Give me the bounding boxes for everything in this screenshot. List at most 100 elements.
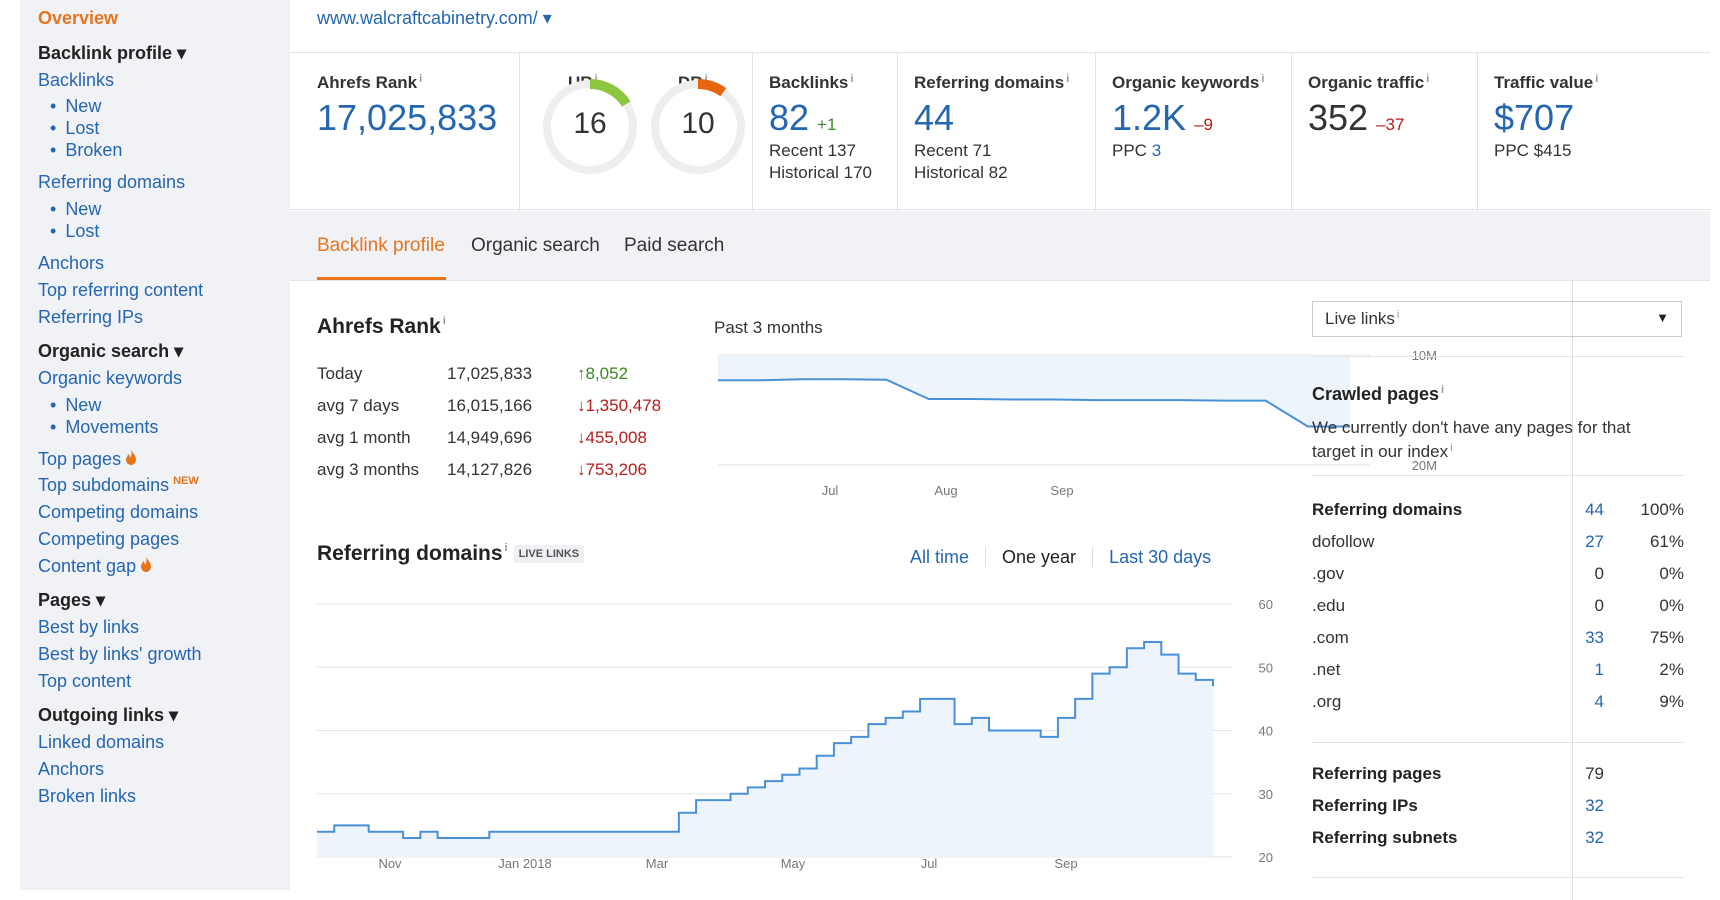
fire-icon [125, 449, 137, 470]
stat-ahrefs-rank-value[interactable]: 17,025,833 [317, 97, 498, 138]
stat-ppc-value[interactable]: 3 [1151, 141, 1162, 160]
range-all-time[interactable]: All time [910, 547, 970, 567]
nav-backlinks-lost[interactable]: Lost [50, 118, 99, 139]
stat-organic-keywords-delta: –9 [1194, 115, 1213, 134]
stat-ur-dr: UR i 16 DR i 10 [520, 53, 753, 211]
ref-row-value[interactable]: 33 [1585, 628, 1604, 647]
nav-linked-domains[interactable]: Linked domains [38, 732, 165, 752]
info-icon[interactable]: i [504, 542, 508, 554]
info-icon[interactable]: i [1426, 73, 1430, 85]
nav-anchors-outgoing[interactable]: Anchors [38, 759, 105, 779]
nav-backlinks[interactable]: Backlinks [38, 70, 115, 90]
nav-organic-keywords[interactable]: Organic keywords [38, 368, 183, 388]
nav-top-pages-label: Top pages [38, 449, 122, 469]
ref-row-value[interactable]: 27 [1585, 532, 1604, 551]
info-icon[interactable]: i [1441, 384, 1445, 396]
nav-content-gap[interactable]: Content gap [38, 556, 152, 577]
ref-row-percent: 75% [1649, 628, 1684, 647]
fire-icon [140, 556, 152, 577]
stat-organic-keywords-value[interactable]: 1.2K [1112, 97, 1187, 138]
stat-traffic-value-value[interactable]: $707 [1494, 97, 1575, 138]
tab-paid-search[interactable]: Paid search [624, 235, 725, 256]
target-url-selector[interactable]: www.walcraftcabinetry.com/ ▾ [317, 8, 552, 28]
x-tick-label: Jul [822, 483, 839, 498]
stat-refdomains-historical: Historical 82 [914, 163, 1008, 182]
stat-refdomains-recent: Recent 71 [914, 141, 992, 160]
nav-backlinks-new[interactable]: New [50, 96, 101, 117]
info-icon[interactable]: i [1261, 73, 1265, 85]
stat-backlinks-value[interactable]: 82 [769, 97, 810, 138]
nav-top-pages[interactable]: Top pages [38, 449, 137, 470]
right-panel-divider [1572, 281, 1573, 900]
stat-refdomains-value[interactable]: 44 [914, 97, 955, 138]
nav-top-subdomains[interactable]: Top subdomains NEW [38, 475, 199, 496]
info-icon[interactable]: i [419, 73, 423, 85]
nav-rd-lost[interactable]: Lost [50, 221, 99, 242]
stat-organic-traffic-delta: –37 [1376, 115, 1405, 134]
nav-broken-links[interactable]: Broken links [38, 786, 137, 806]
stat-organic-traffic: Organic traffic i 352 –37 [1292, 53, 1478, 211]
referring-domains-title: Referring domains [317, 542, 503, 565]
ref-row-percent: 2% [1659, 660, 1684, 679]
nav-referring-ips[interactable]: Referring IPs [38, 307, 144, 327]
info-icon[interactable]: i [704, 73, 708, 85]
tab-backlink-profile[interactable]: Backlink profile [317, 235, 445, 256]
live-links-dropdown[interactable]: Live links i ▼ [1312, 301, 1682, 337]
ref-row-value[interactable]: 32 [1585, 828, 1604, 847]
x-tick-label: Sep [1054, 856, 1077, 871]
nav-ok-new[interactable]: New [50, 395, 101, 416]
stat-traffic-value-label: Traffic value [1494, 73, 1594, 92]
range-last-30-days[interactable]: Last 30 days [1092, 547, 1212, 567]
info-icon[interactable]: i [594, 73, 598, 85]
info-icon[interactable]: i [1595, 73, 1599, 85]
live-links-dropdown-label: Live links [1325, 309, 1395, 328]
nav-anchors[interactable]: Anchors [38, 253, 105, 273]
ref-row-key: Referring subnets [1312, 828, 1458, 847]
info-icon[interactable]: i [442, 315, 446, 327]
nav-top-content[interactable]: Top content [38, 671, 132, 691]
ref-row-value[interactable]: 4 [1594, 692, 1604, 711]
nav-best-by-links-growth[interactable]: Best by links' growth [38, 644, 202, 664]
nav-rd-new[interactable]: New [50, 199, 101, 220]
ref-row-value[interactable]: 44 [1585, 500, 1604, 519]
nav-pages[interactable]: Pages ▾ [38, 590, 106, 610]
stat-referring-domains: Referring domains i 44 Recent 71 Historic… [898, 53, 1096, 211]
info-icon[interactable]: i [1066, 73, 1070, 85]
nav-best-by-links[interactable]: Best by links [38, 617, 140, 637]
stat-backlinks-delta: +1 [817, 115, 837, 134]
nav-competing-pages[interactable]: Competing pages [38, 529, 180, 549]
crawled-pages-title: Crawled pages [1312, 384, 1440, 404]
tab-organic-search[interactable]: Organic search [471, 235, 600, 256]
ref-row-subnets: Referring subnets 32 [1312, 828, 1684, 852]
stat-backlinks: Backlinks i 82 +1 Recent 137 Historical 17… [753, 53, 898, 211]
nav-backlinks-broken[interactable]: Broken [50, 140, 122, 161]
ref-row-key: .gov [1312, 564, 1345, 583]
nav-backlink-profile[interactable]: Backlink profile ▾ [38, 43, 187, 63]
ref-row-key: .org [1312, 692, 1342, 711]
info-icon[interactable]: i [1396, 309, 1400, 321]
nav-overview[interactable]: Overview [38, 8, 119, 28]
referring-domains-title-wrap: Referring domains i LIVE LINKS [317, 542, 585, 566]
nav-organic-search[interactable]: Organic search ▾ [38, 341, 184, 361]
divider [1312, 877, 1684, 878]
ahrefs-rank-title: Ahrefs Rank [317, 315, 441, 338]
range-one-year[interactable]: One year [985, 547, 1077, 567]
ref-row-value[interactable]: 1 [1594, 660, 1604, 679]
nav-competing-domains[interactable]: Competing domains [38, 502, 199, 522]
referring-domains-area [317, 641, 1213, 857]
ref-row-edu: .edu 0 0% [1312, 596, 1684, 620]
stat-traffic-value-ppc: PPC $415 [1494, 141, 1572, 160]
live-links-badge: LIVE LINKS [513, 545, 585, 564]
nav-outgoing-links[interactable]: Outgoing links ▾ [38, 705, 179, 725]
info-icon[interactable]: i [1450, 442, 1453, 454]
nav-top-referring-content[interactable]: Top referring content [38, 280, 204, 300]
info-icon[interactable]: i [850, 73, 854, 85]
ref-row-total: Referring domains 44 100% [1312, 500, 1684, 524]
rank-row-change: ↓753,206 [577, 460, 647, 479]
nav-referring-domains[interactable]: Referring domains [38, 172, 186, 192]
ahrefs-rank-title-wrap: Ahrefs Rank i [317, 315, 446, 339]
ref-row-value[interactable]: 32 [1585, 796, 1604, 815]
ref-row-pages: Referring pages 79 [1312, 764, 1684, 788]
nav-ok-movements[interactable]: Movements [50, 417, 158, 438]
rank-row-label: avg 7 days [317, 396, 400, 415]
